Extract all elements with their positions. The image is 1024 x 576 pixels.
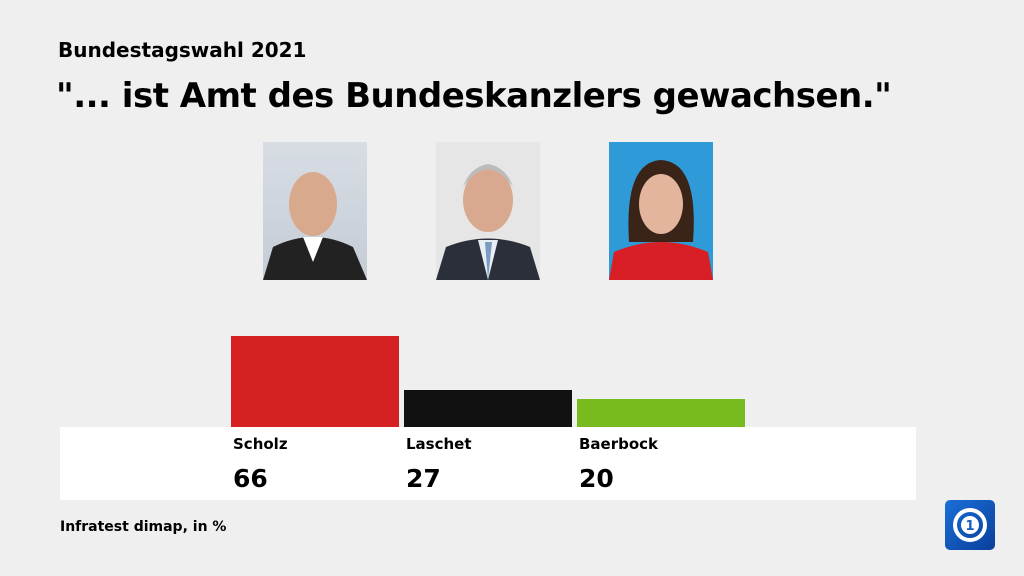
svg-text:1: 1: [965, 519, 974, 534]
value-label: 66: [233, 464, 268, 493]
tagesschau-logo: 1: [945, 500, 995, 550]
bar-laschet: [404, 389, 572, 427]
category-label: Laschet: [406, 435, 472, 453]
photo-baerbock: [609, 142, 713, 280]
bar-baerbock: [577, 399, 745, 427]
photo-laschet: [436, 142, 540, 280]
category-label: Scholz: [233, 435, 288, 453]
value-label: 20: [579, 464, 614, 493]
value-label: 27: [406, 464, 441, 493]
photo-scholz: [263, 142, 367, 280]
bar-scholz: [231, 336, 399, 427]
kicker: Bundestagswahl 2021: [58, 38, 307, 62]
headline: "... ist Amt des Bundeskanzlers gewachse…: [56, 76, 892, 116]
category-label: Baerbock: [579, 435, 659, 453]
label-panel: [60, 427, 916, 500]
source-note: Infratest dimap, in %: [60, 519, 227, 535]
